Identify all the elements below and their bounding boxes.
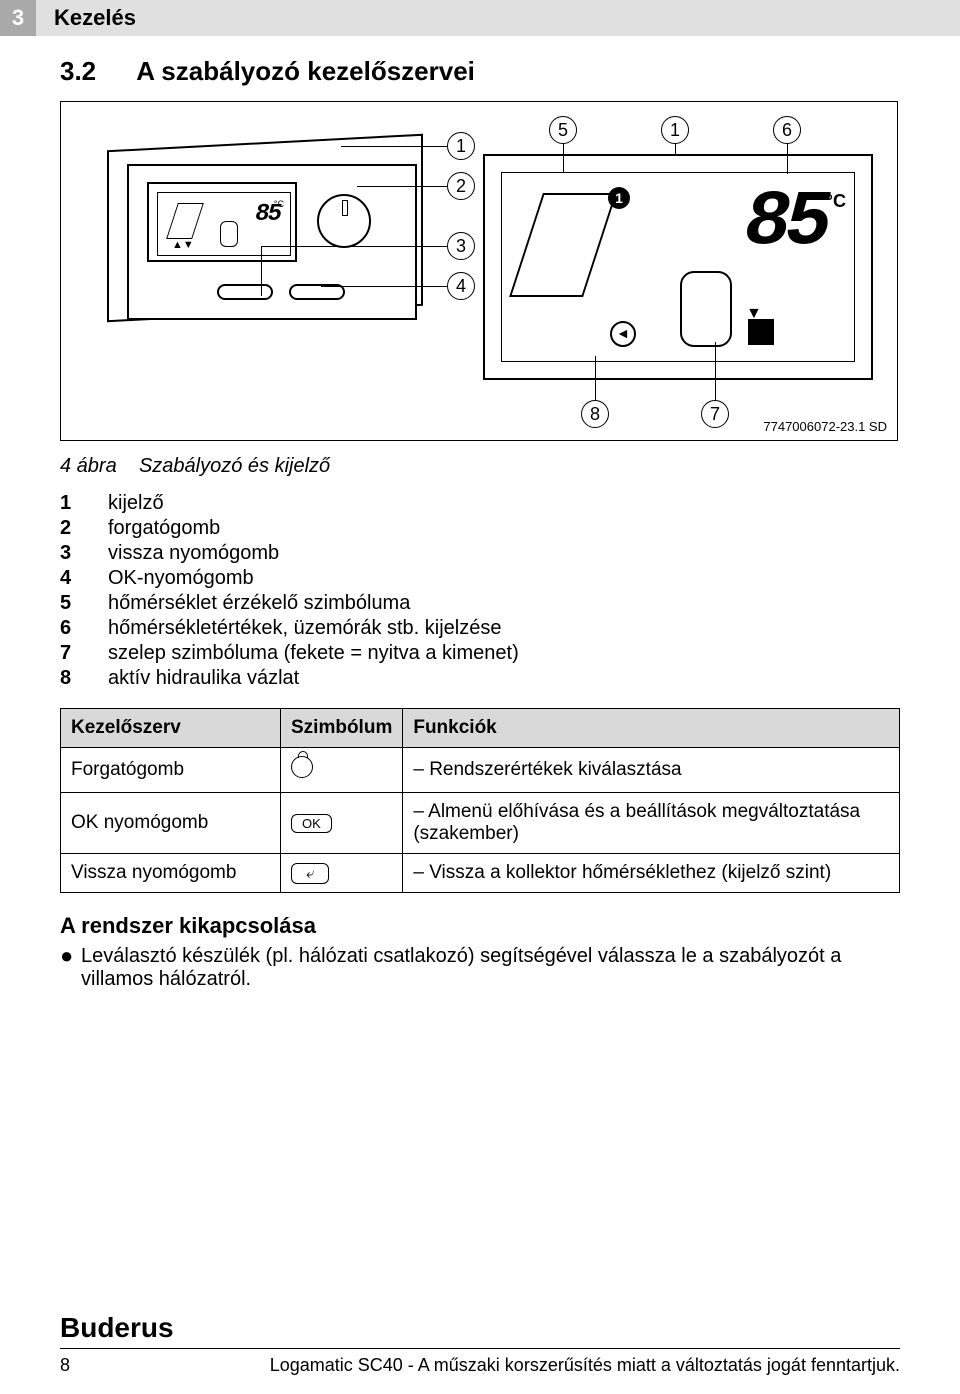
shutdown-bullet: ● Leválasztó készülék (pl. hálózati csat… bbox=[60, 945, 900, 991]
leader-line bbox=[787, 144, 788, 174]
mini-display-unit: °C bbox=[274, 199, 284, 209]
figure-label: 4 ábra bbox=[60, 455, 117, 477]
leader-line bbox=[357, 186, 447, 187]
ctrl-name: Vissza nyomógomb bbox=[61, 854, 281, 893]
callout-5: 5 bbox=[549, 116, 577, 144]
leader-line bbox=[321, 286, 447, 287]
leader-line bbox=[341, 146, 447, 147]
ctrl-symbol: ⤶ bbox=[281, 854, 403, 893]
leader-line bbox=[595, 356, 596, 400]
callout-2: 2 bbox=[447, 172, 475, 200]
leader-line bbox=[563, 144, 564, 172]
section-title: 3.2 A szabályozó kezelőszervei bbox=[60, 56, 900, 87]
tank-icon bbox=[680, 271, 732, 347]
controls-table: Kezelőszerv Szimbólum Funkciók Forgatógo… bbox=[60, 708, 900, 893]
page-footer: Buderus 8 Logamatic SC40 - A műszaki kor… bbox=[0, 1312, 960, 1376]
ctrl-symbol: OK bbox=[281, 793, 403, 854]
table-row: OK nyomógomb OK – Almenü előhívása és a … bbox=[61, 793, 900, 854]
figure-box: 85 °C ▲▼ 1 2 3 4 1 85 °C bbox=[60, 101, 898, 441]
callout-1: 1 bbox=[447, 132, 475, 160]
collector-icon bbox=[509, 193, 617, 297]
legend-item: 8aktív hidraulika vázlat bbox=[60, 667, 900, 690]
legend-item: 6hőmérsékletértékek, üzemórák stb. kijel… bbox=[60, 617, 900, 640]
ctrl-func: – Vissza a kollektor hőmérséklethez (kij… bbox=[403, 854, 900, 893]
table-row: Vissza nyomógomb ⤶ – Vissza a kollektor … bbox=[61, 854, 900, 893]
chapter-title: Kezelés bbox=[36, 0, 960, 36]
legend-list: 1kijelző 2forgatógomb 3vissza nyomógomb … bbox=[60, 492, 900, 690]
pump-icon bbox=[610, 321, 636, 347]
shutdown-heading: A rendszer kikapcsolása bbox=[60, 913, 900, 939]
chapter-number: 3 bbox=[0, 0, 36, 36]
ctrl-func: – Almenü előhívása és a beállítások megv… bbox=[403, 793, 900, 854]
mini-collector-icon bbox=[166, 203, 204, 239]
section-heading: A szabályozó kezelőszervei bbox=[136, 56, 475, 86]
valve-arrows-icon: ▼▲ bbox=[746, 305, 762, 341]
back-icon: ⤶ bbox=[291, 863, 329, 884]
leader-line bbox=[675, 144, 676, 154]
page-content: 3.2 A szabályozó kezelőszervei 85 °C ▲▼ … bbox=[0, 36, 960, 991]
page-number: 8 bbox=[60, 1355, 70, 1376]
leader-line bbox=[261, 246, 447, 247]
ctrl-name: Forgatógomb bbox=[61, 748, 281, 793]
figure-code: 7747006072-23.1 SD bbox=[763, 419, 887, 434]
display-value: 85 bbox=[744, 179, 826, 267]
section-number: 3.2 bbox=[60, 56, 130, 87]
ok-icon: OK bbox=[291, 814, 332, 833]
knob-icon bbox=[291, 756, 313, 778]
legend-item: 7szelep szimbóluma (fekete = nyitva a ki… bbox=[60, 642, 900, 665]
legend-item: 5hőmérséklet érzékelő szimbóluma bbox=[60, 592, 900, 615]
device-knob-icon bbox=[317, 194, 371, 248]
shutdown-text: Leválasztó készülék (pl. hálózati csatla… bbox=[81, 945, 900, 991]
footer-note: Logamatic SC40 - A műszaki korszerűsítés… bbox=[270, 1355, 900, 1376]
callout-4: 4 bbox=[447, 272, 475, 300]
display-illustration: 1 85 °C ▼▲ bbox=[483, 154, 873, 380]
page-header: 3 Kezelés bbox=[0, 0, 960, 36]
bullet-dot-icon: ● bbox=[60, 945, 81, 991]
leader-line bbox=[715, 342, 716, 400]
callout-7: 7 bbox=[701, 400, 729, 428]
figure-caption-text: Szabályozó és kijelző bbox=[139, 455, 330, 477]
th-func: Funkciók bbox=[403, 709, 900, 748]
display-inner-frame: 1 85 °C ▼▲ bbox=[501, 172, 855, 362]
leader-line bbox=[261, 246, 262, 296]
legend-item: 1kijelző bbox=[60, 492, 900, 515]
device-illustration: 85 °C ▲▼ bbox=[101, 142, 431, 332]
legend-item: 2forgatógomb bbox=[60, 517, 900, 540]
mini-tank-icon bbox=[220, 221, 238, 247]
ctrl-name: OK nyomógomb bbox=[61, 793, 281, 854]
callout-6: 6 bbox=[773, 116, 801, 144]
display-unit: °C bbox=[826, 191, 846, 212]
device-screen-frame: 85 °C ▲▼ bbox=[147, 182, 297, 262]
mini-arrows-icon: ▲▼ bbox=[172, 239, 194, 251]
ctrl-symbol bbox=[281, 748, 403, 793]
callout-3: 3 bbox=[447, 232, 475, 260]
legend-item: 4OK-nyomógomb bbox=[60, 567, 900, 590]
table-row: Forgatógomb – Rendszerértékek kiválasztá… bbox=[61, 748, 900, 793]
device-back-button-icon bbox=[217, 284, 273, 300]
th-symbol: Szimbólum bbox=[281, 709, 403, 748]
legend-item: 3vissza nyomógomb bbox=[60, 542, 900, 565]
figure-caption: 4 ábra Szabályozó és kijelző bbox=[60, 455, 900, 478]
callout-1b: 1 bbox=[661, 116, 689, 144]
brand-logo: Buderus bbox=[60, 1312, 900, 1344]
th-name: Kezelőszerv bbox=[61, 709, 281, 748]
callout-8: 8 bbox=[581, 400, 609, 428]
sensor-badge-icon: 1 bbox=[608, 187, 630, 209]
ctrl-func: – Rendszerértékek kiválasztása bbox=[403, 748, 900, 793]
